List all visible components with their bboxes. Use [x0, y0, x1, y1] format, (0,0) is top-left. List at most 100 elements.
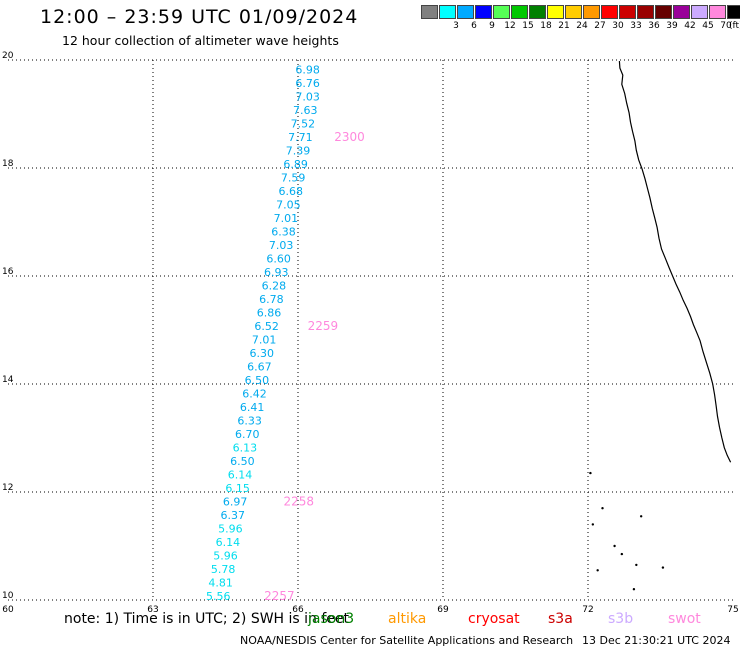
legend-swatch: [583, 5, 600, 19]
wave-height-label: 6.52: [254, 320, 279, 333]
pass-time-label: 2257: [264, 589, 295, 603]
legend-tick-label: 70: [720, 21, 732, 31]
mission-name: s3b: [608, 611, 634, 627]
wave-height-label: 6.97: [223, 496, 248, 509]
legend-swatch: [421, 5, 438, 19]
wave-height-label: 6.37: [221, 509, 246, 522]
wave-height-label: 7.59: [281, 172, 306, 185]
legend-tick-label: 36: [648, 21, 660, 31]
wave-height-label: 6.42: [242, 388, 267, 401]
island-mark: [632, 588, 636, 591]
legend-swatch: [475, 5, 492, 19]
lon-tick-label: 60: [2, 605, 14, 615]
lat-tick-label: 10: [2, 591, 14, 601]
lon-tick-label: 63: [147, 605, 158, 615]
wave-height-label: 5.96: [218, 523, 243, 536]
island-mark: [620, 552, 624, 556]
legend-tick-label: 42: [684, 21, 696, 31]
lat-tick-label: 16: [2, 267, 14, 277]
credit-text: NOAA/NESDIS Center for Satellite Applica…: [240, 634, 574, 647]
page-subtitle: 12 hour collection of altimeter wave hei…: [62, 33, 339, 48]
wave-height-label: 6.93: [264, 266, 289, 279]
wave-height-label: 6.86: [257, 307, 282, 320]
wave-height-label: 7.03: [295, 91, 320, 104]
wave-height-label: 5.78: [211, 563, 236, 576]
wave-height-label: 7.03: [269, 239, 294, 252]
legend-unit: (ft): [729, 21, 740, 31]
legend-swatch: [691, 5, 708, 19]
wave-height-label: 6.78: [259, 293, 284, 306]
wave-height-label: 6.13: [233, 442, 258, 455]
island-mark: [639, 515, 643, 518]
lat-tick-label: 14: [2, 375, 14, 385]
wave-height-label: 6.50: [245, 374, 270, 387]
island-mark: [601, 507, 604, 510]
coastline-india-west: [618, 61, 732, 463]
map-grid: [8, 59, 733, 601]
lat-tick-label: 18: [2, 159, 14, 169]
lon-tick-label: 66: [292, 605, 304, 615]
lat-tick-label: 12: [2, 483, 13, 493]
legend-swatch: [655, 5, 672, 19]
lon-tick-label: 75: [727, 605, 738, 615]
pass-time-labels: 2300 2259 2258 2257: [264, 130, 365, 603]
legend-tick-label: 12: [504, 21, 516, 31]
wave-height-label: 7.39: [286, 145, 311, 158]
wave-height-labels: 6.986.767.037.637.527.717.396.897.596.68…: [206, 64, 320, 604]
legend-swatch: [511, 5, 528, 19]
legend-tick-label: 39: [666, 21, 678, 31]
legend-swatch: [673, 5, 690, 19]
wave-height-label: 7.05: [276, 199, 301, 212]
wave-height-label: 7.52: [291, 118, 316, 131]
mission-name: swot: [668, 611, 701, 627]
legend-tick-label: 27: [594, 21, 606, 31]
wave-height-label: 6.30: [250, 347, 275, 360]
wave-height-label: 4.81: [208, 577, 233, 590]
footer-credit: NOAA/NESDIS Center for Satellite Applica…: [240, 634, 730, 647]
axis-ticks: 60 63 66 69 72 75 10 12 14 16 18 20: [2, 51, 739, 615]
lat-tick-label: 20: [2, 51, 14, 61]
island-mark: [589, 471, 592, 475]
wave-height-label: 6.67: [247, 361, 272, 374]
legend-tick-label: 18: [540, 21, 552, 31]
legend-swatch: [457, 5, 474, 19]
pass-time-label: 2300: [334, 130, 365, 144]
wave-height-label: 6.68: [279, 185, 304, 198]
wave-height-label: 7.01: [252, 334, 277, 347]
wave-height-label: 6.14: [228, 469, 253, 482]
legend-swatch: [547, 5, 564, 19]
wave-height-label: 7.01: [274, 212, 299, 225]
wave-height-label: 6.76: [295, 77, 320, 90]
pass-time-label: 2258: [284, 495, 315, 509]
wave-height-label: 6.15: [225, 482, 250, 495]
legend-swatch: [727, 5, 740, 19]
wave-height-label: 6.38: [271, 226, 296, 239]
legend-swatch: [601, 5, 618, 19]
island-mark: [596, 569, 599, 572]
legend-swatch: [637, 5, 654, 19]
wave-height-label: 6.28: [262, 280, 287, 293]
wave-height-label: 6.50: [230, 455, 255, 468]
legend-tick-label: 3: [453, 21, 459, 31]
legend-tick-label: 33: [630, 21, 642, 31]
legend-swatches: [421, 5, 740, 19]
wave-height-label: 7.63: [293, 104, 318, 117]
legend-tick-label: 15: [522, 21, 534, 31]
island-mark: [591, 523, 595, 526]
wave-height-label: 6.41: [240, 401, 265, 414]
legend-tick-label: 9: [489, 21, 495, 31]
wave-height-label: 6.70: [235, 428, 260, 441]
legend-swatch: [709, 5, 726, 19]
legend-swatch: [493, 5, 510, 19]
legend-tick-label: 21: [558, 21, 570, 31]
coastline: [589, 61, 732, 591]
footer-note: note: 1) Time is in UTC; 2) SWH is in fe…: [64, 611, 350, 627]
legend-tick-label: 45: [702, 21, 714, 31]
wave-height-label: 7.71: [288, 131, 313, 144]
legend-tick-label: 24: [576, 21, 588, 31]
island-mark: [635, 563, 638, 567]
legend-swatch: [565, 5, 582, 19]
